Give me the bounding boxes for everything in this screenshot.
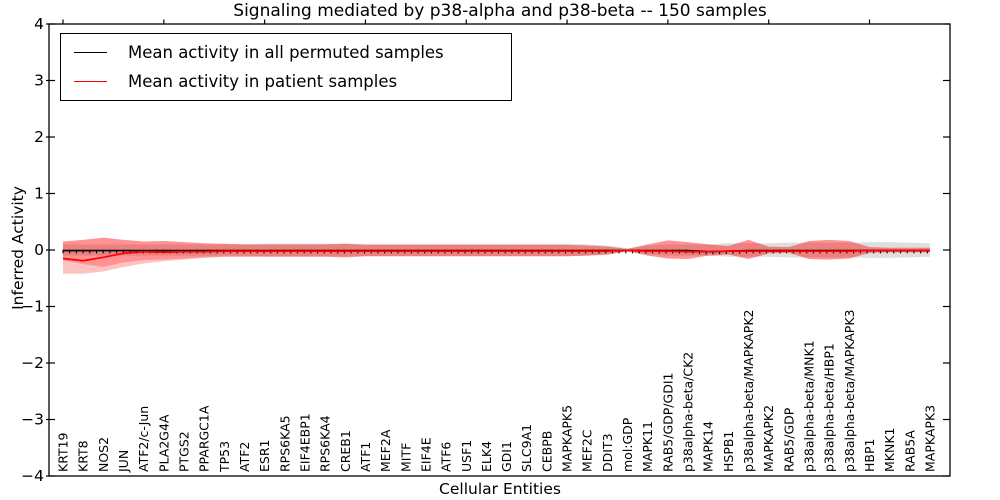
x-tick-label: RAB5A [902, 430, 917, 472]
x-tick-label: HBP1 [862, 439, 877, 472]
x-tick-label: ATF6 [439, 442, 454, 472]
y-tick-label: 1 [34, 185, 44, 203]
x-tick-label: MKNK1 [882, 428, 897, 472]
x-tick-label: EIF4EBP1 [297, 413, 312, 472]
y-tick-label: −4 [21, 467, 44, 485]
legend-item-patient: Mean activity in patient samples [61, 72, 511, 91]
x-tick-label: ESR1 [257, 440, 272, 472]
legend-item-permuted: Mean activity in all permuted samples [61, 43, 511, 62]
x-tick-label: p38alpha-beta/MAPKAPK3 [842, 310, 857, 473]
x-tick-label: MAPK11 [640, 421, 655, 472]
patient-spread-band-inner [63, 237, 930, 267]
chart-legend: Mean activity in all permuted samples Me… [60, 33, 512, 101]
y-tick-label: 4 [34, 15, 44, 33]
legend-label-permuted: Mean activity in all permuted samples [128, 43, 444, 63]
x-axis-label: Cellular Entities [439, 480, 561, 498]
x-tick-label: NOS2 [96, 437, 111, 472]
x-tick-label: MEF2C [580, 429, 595, 472]
x-tick-label: ATF1 [358, 442, 373, 472]
patient-line-swatch-icon [74, 80, 107, 82]
x-tick-label: RPS6KA5 [277, 415, 292, 472]
legend-label-patient: Mean activity in patient samples [128, 71, 398, 91]
patient-spread-band-outer [63, 237, 930, 274]
permuted-line-swatch-icon [74, 52, 107, 54]
x-tick-label: MAPKAPK5 [560, 405, 575, 472]
x-tick-label: PLA2G4A [156, 414, 171, 472]
x-tick-label: HSPB1 [721, 431, 736, 472]
x-tick-label: TP53 [217, 441, 232, 473]
x-tick-label: mol:GDP [620, 417, 635, 472]
x-tick-label: GDI1 [499, 441, 514, 472]
x-tick-label: MAPK14 [701, 421, 716, 472]
y-tick-label: −1 [21, 298, 44, 316]
x-tick-label: EIF4E [418, 437, 433, 472]
y-tick-label: −2 [21, 354, 44, 372]
x-tick-label: RAB5/GDP [781, 407, 796, 472]
x-tick-label: KRT19 [56, 432, 71, 472]
x-tick-label: MEF2A [378, 429, 393, 472]
x-tick-label: ELK4 [479, 441, 494, 472]
y-axis-label: Inferred Activity [9, 186, 27, 310]
x-tick-label: USF1 [459, 440, 474, 472]
x-tick-label: SLC9A1 [519, 424, 534, 472]
x-tick-label: RAB5/GDP/GDI1 [660, 373, 675, 472]
x-tick-label: MAPKAPK2 [761, 405, 776, 472]
x-tick-label: KRT8 [76, 440, 91, 472]
patient-mean-line [62, 249, 930, 262]
x-tick-label: CREB1 [338, 430, 353, 472]
x-tick-label: MITF [398, 443, 413, 472]
y-tick-label: −3 [21, 411, 44, 429]
x-tick-label: PTGS2 [176, 431, 191, 472]
x-tick-label: DDIT3 [600, 433, 615, 472]
x-tick-label: PPARGC1A [197, 405, 212, 472]
x-tick-label: ATF2 [237, 442, 252, 472]
y-tick-label: 3 [34, 72, 44, 90]
x-tick-label: ATF2/c-Jun [136, 406, 151, 472]
x-tick-label: p38alpha-beta/HBP1 [822, 343, 837, 472]
x-tick-label: p38alpha-beta/MAPKAPK2 [741, 310, 756, 473]
x-tick-label: p38alpha-beta/MNK1 [802, 340, 817, 472]
y-tick-label: 2 [34, 128, 44, 146]
chart-title: Signaling mediated by p38-alpha and p38-… [233, 1, 767, 21]
y-tick-label: 0 [34, 241, 44, 259]
x-tick-label: p38alpha-beta/CK2 [681, 352, 696, 472]
x-tick-label: JUN [116, 450, 131, 473]
x-tick-label: CEBPB [539, 431, 554, 472]
x-tick-label: RPS6KA4 [318, 415, 333, 472]
x-tick-label: MAPKAPK3 [923, 405, 938, 472]
